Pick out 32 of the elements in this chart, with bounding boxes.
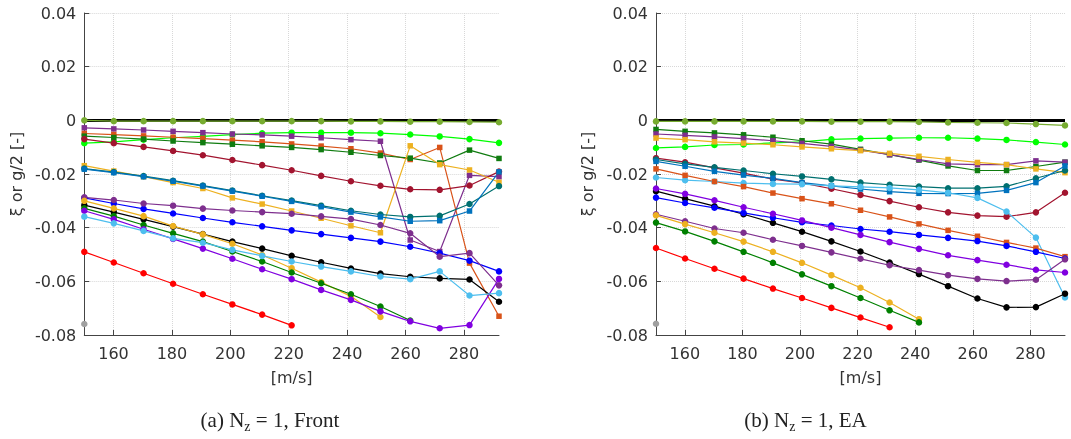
y-tick-label: 0.02 [612, 57, 648, 77]
x-tick-label: 200 [784, 343, 816, 363]
x-tick-label: 180 [727, 343, 758, 363]
y-tick-label: -0.08 [606, 325, 648, 345]
y-tick-label: 0.02 [40, 57, 77, 77]
y-tick-label: -0.02 [34, 164, 77, 184]
x-axis-title: [m/s] [270, 367, 313, 387]
x-tick-label: 280 [1015, 343, 1046, 363]
y-tick-label: -0.06 [34, 271, 77, 291]
x-tick-label: 260 [957, 343, 989, 363]
y-axis-title: ξ or g/2 [-] [6, 131, 26, 217]
x-tick-label: 260 [390, 343, 421, 363]
y-tick-label: -0.04 [606, 218, 648, 238]
y-axis-title: ξ or g/2 [-] [578, 131, 598, 217]
x-axis-title: [m/s] [839, 367, 882, 387]
y-tick-label: -0.06 [606, 271, 648, 291]
y-tick-label: -0.02 [606, 164, 648, 184]
x-tick-label: 180 [156, 343, 188, 363]
x-tick-label: 220 [273, 343, 304, 363]
x-tick-label: 240 [331, 343, 363, 363]
y-tick-label: -0.08 [34, 325, 77, 345]
y-tick-label: 0.04 [612, 3, 648, 23]
x-tick-label: 240 [899, 343, 931, 363]
y-tick-label: 0 [66, 110, 77, 130]
x-tick-label: 200 [215, 343, 246, 363]
x-tick-label: 280 [448, 343, 480, 363]
x-tick-label: 160 [669, 343, 701, 363]
y-tick-label: 0 [637, 110, 648, 130]
y-tick-label: -0.04 [34, 218, 77, 238]
y-tick-label: 0.04 [40, 3, 77, 23]
x-tick-label: 220 [842, 343, 873, 363]
x-tick-label: 160 [98, 343, 129, 363]
